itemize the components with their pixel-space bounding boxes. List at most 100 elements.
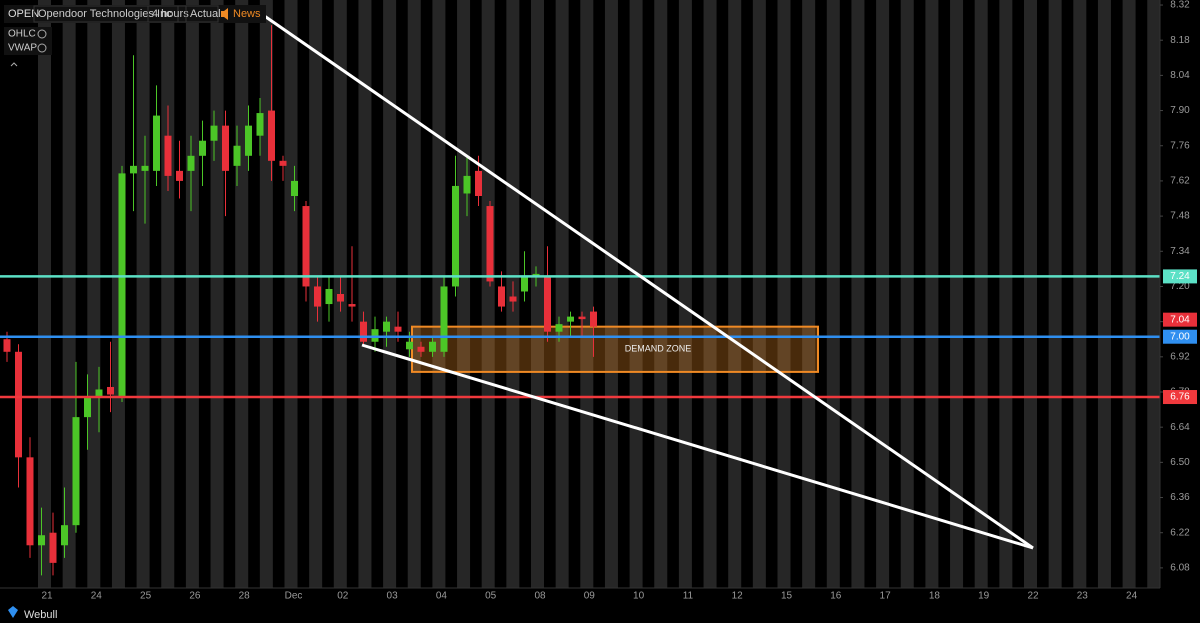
x-tick-label: Dec [285,591,303,602]
stripe [703,0,717,588]
candle-body [141,165,149,171]
x-tick-label: 23 [1077,591,1089,602]
stripe [235,0,249,588]
candle-body [383,321,390,332]
candle-body [348,304,356,307]
candle-body [256,113,264,136]
candle-body [371,329,379,342]
zone-label: DEMAND ZONE [625,344,692,354]
candle-body [233,145,241,166]
x-tick-label: 21 [41,591,53,602]
candle-body [210,125,218,141]
level-tag-label: 7.00 [1170,331,1190,342]
stripe [284,0,298,588]
candle-body [555,324,563,332]
stripe [678,0,692,588]
candle-body [15,351,22,458]
stripe [1097,0,1111,588]
y-tick-label: 7.34 [1170,246,1190,257]
x-tick-label: 03 [387,591,399,602]
candle-body [118,173,126,398]
y-tick-label: 6.22 [1170,527,1190,538]
stripe [432,0,446,588]
y-tick-label: 6.36 [1170,492,1190,503]
stripe [826,0,840,588]
stripe [1073,0,1087,588]
y-tick-label: 6.64 [1170,422,1190,433]
x-tick-label: 24 [1126,591,1138,602]
stripe [925,0,939,588]
stripe [111,0,125,588]
y-tick-label: 8.32 [1170,0,1190,11]
stripe [87,0,101,588]
stripe [38,0,51,588]
candle-body [199,140,206,156]
level-tag [1163,269,1197,284]
interval[interactable]: 4 hours [152,8,189,20]
last-price-label: 7.04 [1170,314,1190,325]
demand-zone [411,325,819,373]
level-tag [1163,390,1197,405]
hide-icon[interactable] [37,43,47,53]
candle-body [498,286,505,307]
candle-body [406,341,413,350]
stripe [580,0,594,588]
candle-body [394,326,402,332]
collapse-icon[interactable] [10,62,18,67]
x-tick-label: 16 [830,591,842,602]
candle-body [72,417,80,526]
toolbar-bg [4,5,266,23]
candle-body [521,276,528,292]
y-tick-label: 7.62 [1170,176,1190,187]
candle-body [61,525,68,546]
candle-body [337,294,344,302]
y-tick-label: 7.76 [1170,140,1190,151]
x-tick-label: 05 [485,591,497,602]
trend-line [262,13,1034,550]
stripe [802,0,816,588]
candle-body [509,296,517,302]
y-tick-label: 8.18 [1170,35,1190,46]
y-tick-label: 7.90 [1170,105,1190,116]
x-tick-label: 25 [140,591,152,602]
stripe [383,0,397,588]
candle-body [268,110,275,161]
candle-body [463,175,471,194]
x-tick-label: 24 [91,591,103,602]
stripe [1024,0,1037,588]
candle-body [440,286,448,352]
candle-body [578,316,586,320]
indicator[interactable]: OHLC [8,29,36,40]
candle-body [475,170,482,196]
candle-body [95,389,103,398]
candle-body [245,125,252,156]
candle-body [107,386,114,395]
y-tick-label: 7.48 [1170,211,1190,222]
stripe [457,0,471,588]
y-tick-label: 7.20 [1170,281,1190,292]
stripe [974,0,988,588]
candle-body [590,311,597,327]
indicator[interactable]: VWAP [8,43,37,54]
stripe [851,0,865,588]
brand: Webull [24,609,57,621]
candle-body [291,180,298,196]
name[interactable]: Opendoor Technologies Inc [38,8,172,20]
candle-body [325,288,333,305]
stripe [531,0,544,588]
stripe [777,0,791,588]
stripe [629,0,643,588]
hide-icon[interactable] [37,29,47,39]
mode-box [185,5,219,23]
level-tag [1163,329,1197,344]
news[interactable]: News [233,8,261,20]
news-icon [221,8,228,20]
trend-lines [262,13,1034,550]
stripe [950,0,964,588]
stripe [555,0,569,588]
y-tick-label: 6.50 [1170,457,1190,468]
trend-line [361,343,1034,550]
candle-body [314,286,321,307]
mode[interactable]: Actual [190,8,221,20]
